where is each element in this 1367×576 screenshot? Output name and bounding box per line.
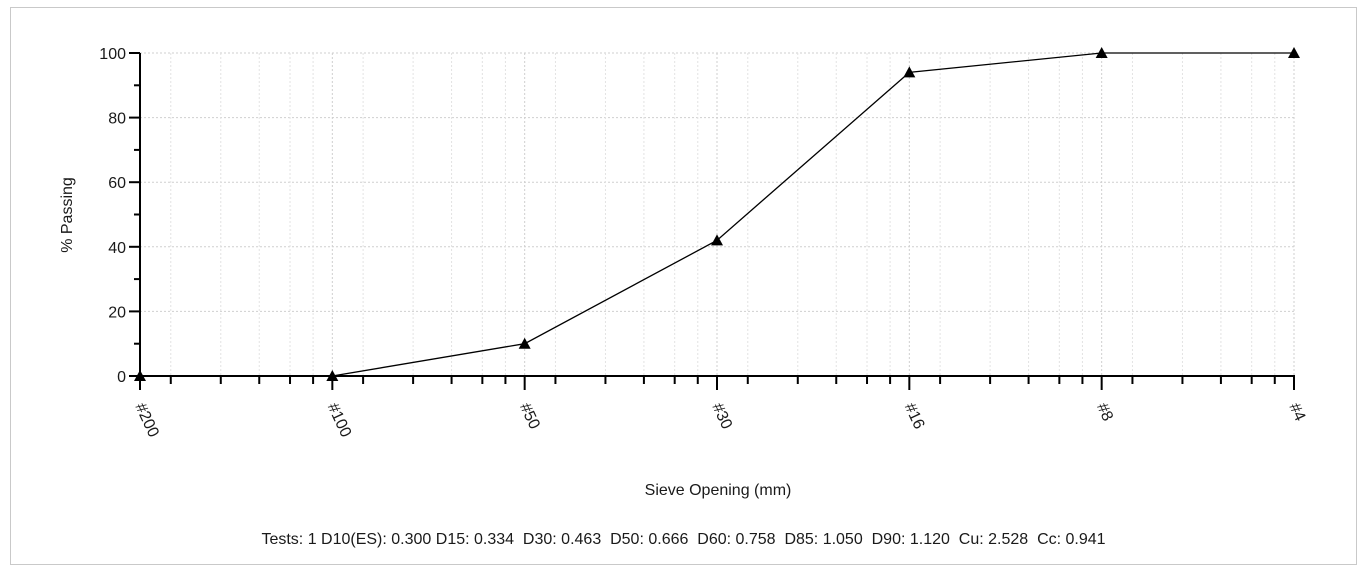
- x-tick-label: #16: [901, 401, 928, 432]
- x-tick-label: #4: [1285, 401, 1308, 424]
- labels: 0 20 40 60 80 100 #200 #100 #50 #30 #16 #8 #4: [99, 46, 1308, 440]
- data-point: [326, 370, 339, 381]
- x-tick-label: #200: [131, 401, 161, 441]
- x-tick-label: #100: [324, 401, 354, 441]
- grid: [139, 52, 1295, 377]
- y-tick-label: 100: [99, 46, 126, 63]
- y-tick-label: 0: [117, 369, 126, 386]
- data-point: [903, 66, 916, 78]
- x-tick-label: #8: [1093, 401, 1116, 424]
- y-tick-label: 40: [108, 240, 126, 257]
- axes: [129, 52, 1295, 390]
- y-tick-label: 20: [108, 304, 126, 321]
- x-tick-label: #30: [708, 401, 735, 432]
- data-point: [711, 234, 723, 246]
- data-point: [134, 370, 146, 381]
- y-axis-label: % Passing: [59, 177, 76, 253]
- data-point: [518, 337, 531, 349]
- x-axis-label: Sieve Opening (mm): [645, 482, 792, 499]
- y-tick-label: 60: [108, 175, 126, 192]
- series-passing: [134, 47, 1300, 381]
- stats-line: Tests: 1 D10(ES): 0.300 D15: 0.334 D30: …: [261, 531, 1106, 548]
- y-tick-label: 80: [108, 111, 126, 128]
- data-point: [1095, 47, 1108, 58]
- x-tick-label: #50: [516, 401, 543, 432]
- data-point: [1288, 47, 1300, 58]
